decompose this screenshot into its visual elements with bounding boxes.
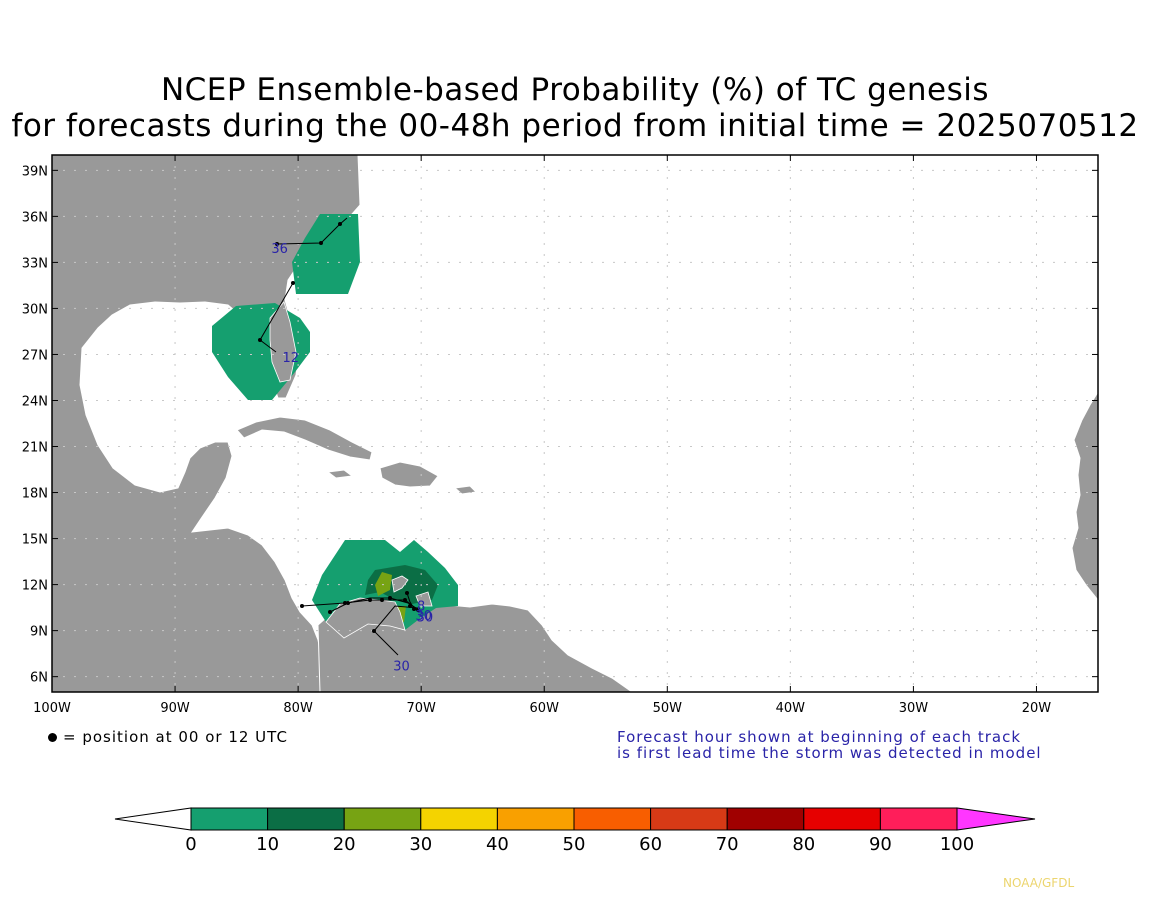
jamaica-land [326, 469, 354, 479]
colorbar-tick-label: 30 [409, 834, 432, 855]
lat-tick-label: 27N [22, 348, 48, 363]
track-hour-label: 8 [417, 600, 425, 615]
landmass-layer [52, 155, 1098, 692]
colorbar-high-arrow [956, 807, 1036, 831]
florida-peninsula-overlay [269, 301, 297, 383]
lat-tick-label: 6N [30, 671, 48, 686]
track-position-dot [291, 281, 295, 285]
lat-tick-label: 9N [30, 625, 48, 640]
forecast-hour-note-line-1: Forecast hour shown at beginning of each… [617, 728, 1022, 746]
colorbar-swatch [650, 807, 728, 831]
lon-tick-label: 80W [283, 701, 313, 716]
lon-tick-label: 60W [530, 701, 560, 716]
latitude-axis: 39N 36N 33N 30N 27N 24N 21N 18N 15N 12N 9N 6N [22, 164, 1098, 686]
track-position-dot [372, 629, 376, 633]
longitude-axis: 100W 90W 80W 70W 60W 50W 40W 30W 20W [33, 155, 1051, 716]
track-carolinas [276, 217, 348, 245]
colorbar-tick-label: 40 [486, 834, 509, 855]
position-legend: = position at 00 or 12 UTC [48, 728, 288, 746]
track-hour-label: 12 [282, 351, 299, 366]
lat-tick-label: 12N [22, 579, 48, 594]
cuba-land [236, 416, 373, 461]
colorbar: 0 10 20 30 40 50 60 70 80 90 100 [114, 807, 1036, 855]
colorbar-tick-label: 50 [563, 834, 586, 855]
colorbar-tick-label: 70 [716, 834, 739, 855]
colorbar-tick-label: 0 [185, 834, 196, 855]
track-position-dot [380, 598, 384, 602]
plot-frame [51, 154, 1099, 693]
colorbar-tick-label: 10 [256, 834, 279, 855]
lon-tick-label: 90W [160, 701, 190, 716]
position-dot-icon [48, 733, 57, 742]
guajira-overlay [391, 575, 409, 593]
hispaniola-land [379, 461, 439, 488]
track-hour-label: 30 [393, 660, 410, 675]
track-position-dot [412, 607, 416, 611]
colorbar-tick-label: 90 [869, 834, 892, 855]
colorbar-swatch [190, 807, 269, 831]
lat-tick-label: 33N [22, 256, 48, 271]
track-position-dot [368, 598, 372, 602]
position-legend-text: = position at 00 or 12 UTC [63, 728, 288, 746]
colorbar-swatch [726, 807, 805, 831]
track-hour-label: 30 [417, 610, 434, 625]
colorbar-swatch [343, 807, 422, 831]
lon-tick-label: 100W [33, 701, 71, 716]
credit-text: NOAA/GFDL [1003, 876, 1075, 890]
colorbar-low-arrow [114, 807, 192, 831]
lon-tick-label: 30W [899, 701, 929, 716]
venezuela-overlay [325, 597, 406, 639]
colorbar-swatch [803, 807, 881, 831]
lat-tick-label: 36N [22, 210, 48, 225]
track-position-dot [328, 610, 332, 614]
track-position-dot [343, 601, 347, 605]
colorbar-swatch [267, 807, 345, 831]
lon-tick-label: 50W [653, 701, 683, 716]
colorbar-tick-label: 80 [792, 834, 815, 855]
colorbar-tick-label: 100 [940, 834, 974, 855]
lat-tick-label: 21N [22, 441, 48, 456]
lat-tick-label: 39N [22, 164, 48, 179]
track-position-dot [258, 338, 262, 342]
track-position-dot [405, 591, 409, 595]
track-caribbean-south [373, 605, 419, 656]
track-position-dot [388, 596, 392, 600]
track-position-dot [275, 242, 279, 246]
lat-tick-label: 24N [22, 394, 48, 409]
track-position-dot [416, 608, 420, 612]
lat-tick-label: 15N [22, 533, 48, 548]
probability-area-caribbean-30pct [375, 572, 392, 596]
lon-tick-label: 70W [406, 701, 436, 716]
map-title-line-2: for forecasts during the 00-48h period f… [11, 108, 1139, 144]
track-position-dot [319, 241, 323, 245]
lon-tick-label: 40W [776, 701, 806, 716]
paraguana-overlay [415, 591, 433, 607]
africa-land [1071, 391, 1098, 601]
track-position-dot [346, 601, 350, 605]
colorbar-swatch [573, 807, 652, 831]
map-title-line-1: NCEP Ensemble-based Probability (%) of T… [160, 72, 990, 108]
lon-tick-label: 20W [1022, 701, 1052, 716]
track-hour-label: 30 [415, 609, 432, 624]
track-position-dot [403, 598, 407, 602]
forecast-hour-note-line-2: is first lead time the storm was detecte… [617, 744, 1042, 762]
track-position-dot [338, 222, 342, 226]
puerto-rico-land [453, 485, 478, 495]
colorbar-swatch [496, 807, 575, 831]
track-position-dot [300, 604, 304, 608]
track-position-dot [408, 604, 412, 608]
colorbar-swatch [879, 807, 958, 831]
track-position-dots [258, 222, 420, 633]
colorbar-tick-label: 20 [333, 834, 356, 855]
colorbar-tick-label: 60 [639, 834, 662, 855]
track-hour-label: 36 [271, 242, 288, 257]
colorbar-swatch [420, 807, 498, 831]
lat-tick-label: 30N [22, 302, 48, 317]
genesis-probability-layer [212, 214, 458, 639]
probability-area-carolinas [292, 214, 360, 294]
lat-tick-label: 18N [22, 487, 48, 502]
